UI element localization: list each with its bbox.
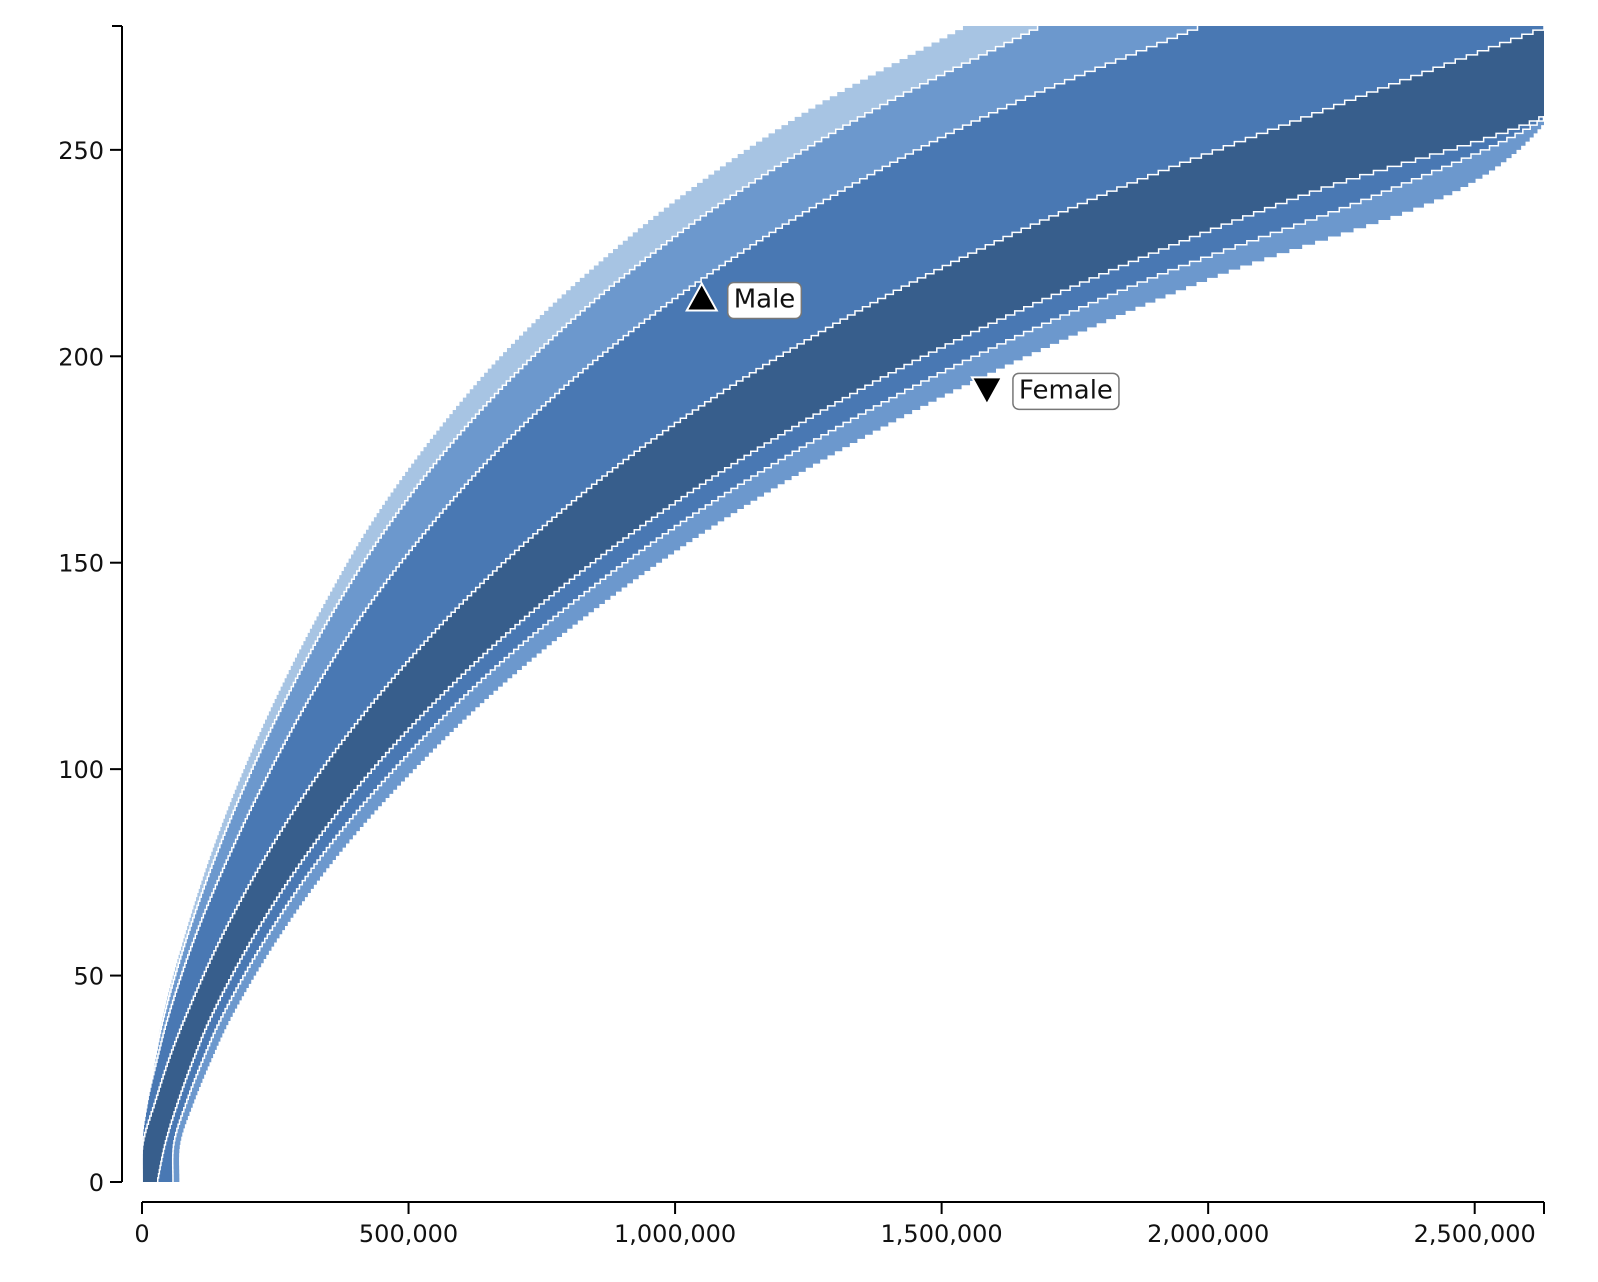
markers: Male Female (685, 281, 1120, 411)
band-boundary-line (142, 26, 1544, 1182)
band-inner-upper (142, 26, 1544, 1182)
female-marker: Female (970, 372, 1120, 411)
male-marker: Male (685, 281, 803, 320)
y-tick-label: 100 (58, 756, 104, 784)
y-tick-label: 50 (73, 963, 104, 991)
triangle-up-icon (685, 281, 719, 312)
male-label-box (726, 281, 803, 320)
x-tick-label: 2,000,000 (1147, 1220, 1269, 1248)
y-tick-label: 250 (58, 137, 104, 165)
x-axis: 0 500,000 1,000,000 1,500,000 2,000,000 2,500… (134, 1201, 1545, 1248)
x-tick-label: 1,000,000 (614, 1220, 736, 1248)
band-boundary-line (171, 116, 1544, 1182)
y-tick-label: 0 (89, 1169, 104, 1197)
band-boundary-line (142, 26, 1199, 1182)
density-bands (142, 26, 1544, 1182)
female-label: Female (1019, 375, 1113, 405)
band-mid-upper (142, 26, 1198, 1182)
x-tick-label: 0 (134, 1220, 149, 1248)
band-boundaries (142, 26, 1544, 1182)
male-label: Male (734, 284, 796, 314)
band-boundary-line (142, 26, 1039, 1182)
triangle-down-icon (970, 376, 1004, 407)
y-tick-label: 200 (58, 343, 104, 371)
x-tick-label: 1,500,000 (881, 1220, 1003, 1248)
female-label-box (1012, 372, 1120, 411)
band-boundary-line (156, 116, 1544, 1182)
x-tick-label: 500,000 (359, 1220, 458, 1248)
x-tick-label: 2,500,000 (1414, 1220, 1536, 1248)
y-axis: 0 50 100 150 200 250 (58, 25, 123, 1197)
y-tick-label: 150 (58, 550, 104, 578)
band-core (142, 26, 1544, 1182)
